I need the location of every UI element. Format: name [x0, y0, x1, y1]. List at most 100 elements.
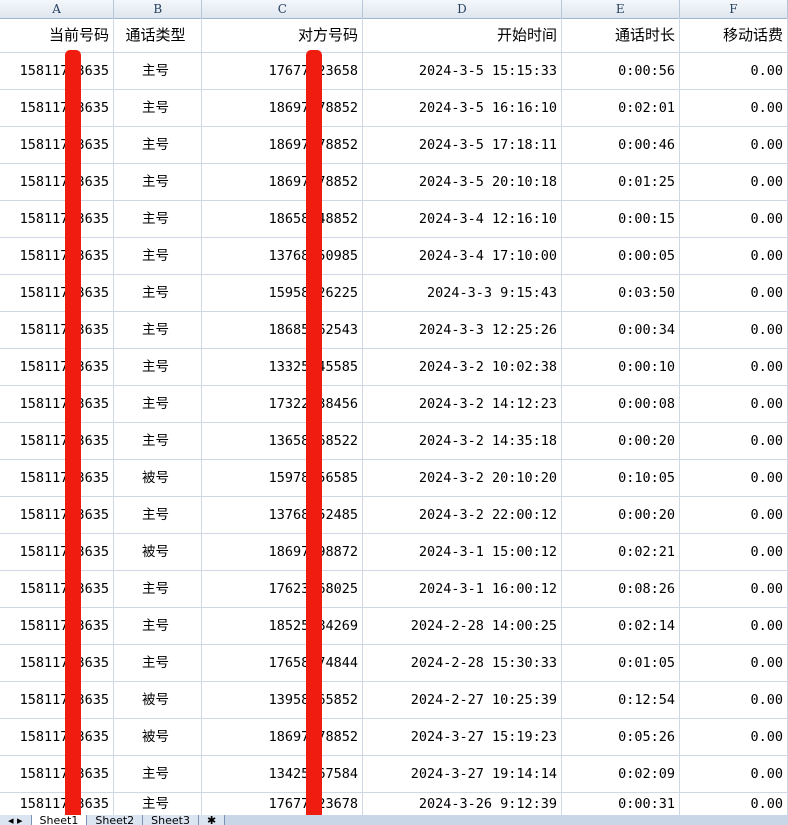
cell-other-number[interactable]: 17623568025	[202, 571, 363, 607]
cell-current-number[interactable]: 15811753635	[0, 127, 114, 163]
cell-start-time[interactable]: 2024-3-2 10:02:38	[363, 349, 562, 385]
cell-current-number[interactable]: 15811753635	[0, 386, 114, 422]
cell-call-type[interactable]: 主号	[114, 423, 202, 459]
cell-start-time[interactable]: 2024-2-28 14:00:25	[363, 608, 562, 644]
cell-call-type[interactable]: 主号	[114, 608, 202, 644]
cell-duration[interactable]: 0:12:54	[562, 682, 680, 718]
header-fee[interactable]: 移动话费	[680, 18, 788, 52]
cell-current-number[interactable]: 15811753635	[0, 90, 114, 126]
cell-current-number[interactable]: 15811753635	[0, 793, 114, 815]
cell-fee[interactable]: 0.00	[680, 349, 788, 385]
cell-start-time[interactable]: 2024-3-5 15:15:33	[363, 53, 562, 89]
cell-call-type[interactable]: 主号	[114, 127, 202, 163]
cell-current-number[interactable]: 15811753635	[0, 238, 114, 274]
cell-fee[interactable]: 0.00	[680, 682, 788, 718]
cell-call-type[interactable]: 主号	[114, 386, 202, 422]
cell-call-type[interactable]: 主号	[114, 312, 202, 348]
cell-start-time[interactable]: 2024-3-3 12:25:26	[363, 312, 562, 348]
cell-duration[interactable]: 0:00:10	[562, 349, 680, 385]
cell-duration[interactable]: 0:00:46	[562, 127, 680, 163]
cell-call-type[interactable]: 主号	[114, 275, 202, 311]
cell-fee[interactable]: 0.00	[680, 719, 788, 755]
cell-start-time[interactable]: 2024-3-2 14:35:18	[363, 423, 562, 459]
cell-duration[interactable]: 0:03:50	[562, 275, 680, 311]
cell-other-number[interactable]: 18658848852	[202, 201, 363, 237]
cell-current-number[interactable]: 15811753635	[0, 164, 114, 200]
cell-call-type[interactable]: 主号	[114, 238, 202, 274]
cell-fee[interactable]: 0.00	[680, 164, 788, 200]
cell-call-type[interactable]: 主号	[114, 756, 202, 792]
cell-current-number[interactable]: 15811753635	[0, 349, 114, 385]
cell-start-time[interactable]: 2024-3-4 17:10:00	[363, 238, 562, 274]
cell-duration[interactable]: 0:00:08	[562, 386, 680, 422]
cell-start-time[interactable]: 2024-3-2 20:10:20	[363, 460, 562, 496]
cell-current-number[interactable]: 15811753635	[0, 682, 114, 718]
header-call-type[interactable]: 通话类型	[114, 18, 202, 52]
cell-fee[interactable]: 0.00	[680, 53, 788, 89]
cell-other-number[interactable]: 17322538456	[202, 386, 363, 422]
cell-start-time[interactable]: 2024-3-1 15:00:12	[363, 534, 562, 570]
cell-duration[interactable]: 0:00:05	[562, 238, 680, 274]
cell-duration[interactable]: 0:00:31	[562, 793, 680, 815]
cell-start-time[interactable]: 2024-3-1 16:00:12	[363, 571, 562, 607]
header-start-time[interactable]: 开始时间	[363, 18, 562, 52]
cell-call-type[interactable]: 主号	[114, 53, 202, 89]
cell-call-type[interactable]: 被号	[114, 534, 202, 570]
cell-duration[interactable]: 0:00:20	[562, 423, 680, 459]
cell-other-number[interactable]: 13658568522	[202, 423, 363, 459]
cell-other-number[interactable]: 18697598872	[202, 534, 363, 570]
cell-duration[interactable]: 0:01:25	[562, 164, 680, 200]
cell-fee[interactable]: 0.00	[680, 312, 788, 348]
cell-start-time[interactable]: 2024-3-4 12:16:10	[363, 201, 562, 237]
col-header-e[interactable]: E	[562, 0, 680, 18]
cell-call-type[interactable]: 主号	[114, 571, 202, 607]
cell-duration[interactable]: 0:00:15	[562, 201, 680, 237]
cell-start-time[interactable]: 2024-3-27 19:14:14	[363, 756, 562, 792]
header-other-number[interactable]: 对方号码	[202, 18, 363, 52]
cell-other-number[interactable]: 15958426225	[202, 275, 363, 311]
cell-call-type[interactable]: 主号	[114, 349, 202, 385]
cell-other-number[interactable]: 18697378852	[202, 164, 363, 200]
cell-other-number[interactable]: 13768250985	[202, 238, 363, 274]
cell-fee[interactable]: 0.00	[680, 127, 788, 163]
col-header-c[interactable]: C	[202, 0, 364, 18]
cell-fee[interactable]: 0.00	[680, 534, 788, 570]
cell-start-time[interactable]: 2024-3-5 16:16:10	[363, 90, 562, 126]
cell-call-type[interactable]: 主号	[114, 497, 202, 533]
header-current-number[interactable]: 当前号码	[0, 18, 114, 52]
cell-start-time[interactable]: 2024-3-2 14:12:23	[363, 386, 562, 422]
cell-call-type[interactable]: 被号	[114, 682, 202, 718]
col-header-f[interactable]: F	[680, 0, 788, 18]
cell-current-number[interactable]: 15811753635	[0, 497, 114, 533]
tab-sheet3[interactable]: Sheet3	[143, 815, 199, 825]
cell-start-time[interactable]: 2024-3-2 22:00:12	[363, 497, 562, 533]
cell-other-number[interactable]: 13768252485	[202, 497, 363, 533]
cell-start-time[interactable]: 2024-3-5 20:10:18	[363, 164, 562, 200]
cell-fee[interactable]: 0.00	[680, 423, 788, 459]
header-duration[interactable]: 通话时长	[562, 18, 680, 52]
cell-other-number[interactable]: 13958265852	[202, 682, 363, 718]
cell-fee[interactable]: 0.00	[680, 497, 788, 533]
cell-duration[interactable]: 0:02:21	[562, 534, 680, 570]
insert-sheet-icon[interactable]: ✱	[198, 815, 226, 825]
cell-duration[interactable]: 0:00:20	[562, 497, 680, 533]
cell-start-time[interactable]: 2024-3-3 9:15:43	[363, 275, 562, 311]
cell-start-time[interactable]: 2024-3-27 15:19:23	[363, 719, 562, 755]
cell-current-number[interactable]: 15811753635	[0, 460, 114, 496]
cell-other-number[interactable]: 15978156585	[202, 460, 363, 496]
cell-duration[interactable]: 0:02:01	[562, 90, 680, 126]
col-header-d[interactable]: D	[363, 0, 562, 18]
cell-start-time[interactable]: 2024-2-27 10:25:39	[363, 682, 562, 718]
cell-duration[interactable]: 0:08:26	[562, 571, 680, 607]
cell-call-type[interactable]: 主号	[114, 793, 202, 815]
cell-call-type[interactable]: 被号	[114, 460, 202, 496]
cell-duration[interactable]: 0:02:14	[562, 608, 680, 644]
cell-current-number[interactable]: 15811753635	[0, 201, 114, 237]
cell-current-number[interactable]: 15811753635	[0, 571, 114, 607]
tab-sheet1[interactable]: Sheet1	[31, 815, 88, 825]
cell-fee[interactable]: 0.00	[680, 645, 788, 681]
cell-fee[interactable]: 0.00	[680, 460, 788, 496]
cell-other-number[interactable]: 18697378852	[202, 127, 363, 163]
cell-duration[interactable]: 0:00:56	[562, 53, 680, 89]
cell-duration[interactable]: 0:01:05	[562, 645, 680, 681]
